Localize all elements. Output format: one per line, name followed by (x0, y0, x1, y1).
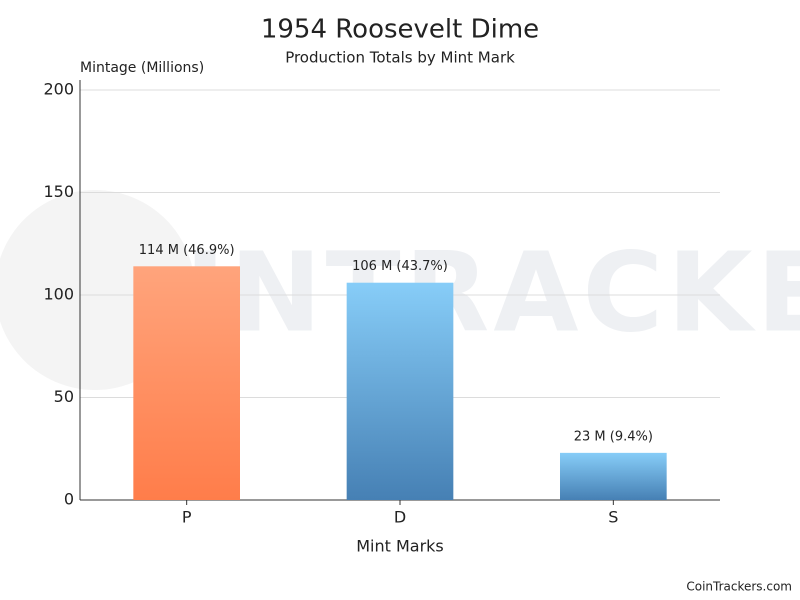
credit: CoinTrackers.com (686, 580, 792, 594)
y-tick-label: 200 (43, 80, 74, 99)
data-label: 106 M (43.7%) (352, 259, 448, 274)
y-axis-label: Mintage (Millions) (80, 60, 204, 76)
y-tick-label: 50 (54, 387, 74, 406)
data-label: 114 M (46.9%) (139, 243, 235, 258)
bar (133, 266, 240, 500)
y-tick-label: 150 (43, 182, 74, 201)
x-axis-label: Mint Marks (356, 537, 444, 556)
y-tick-label: 100 (43, 285, 74, 304)
y-tick-label: 0 (64, 490, 74, 509)
x-tick-label: P (182, 508, 192, 527)
bar (560, 452, 667, 500)
bar (346, 282, 454, 500)
x-tick-label: D (394, 508, 406, 527)
chart-subtitle: Production Totals by Mint Mark (285, 49, 515, 67)
data-label: 23 M (9.4%) (574, 429, 653, 444)
chart-title: 1954 Roosevelt Dime (261, 15, 539, 45)
x-tick-label: S (608, 508, 618, 527)
